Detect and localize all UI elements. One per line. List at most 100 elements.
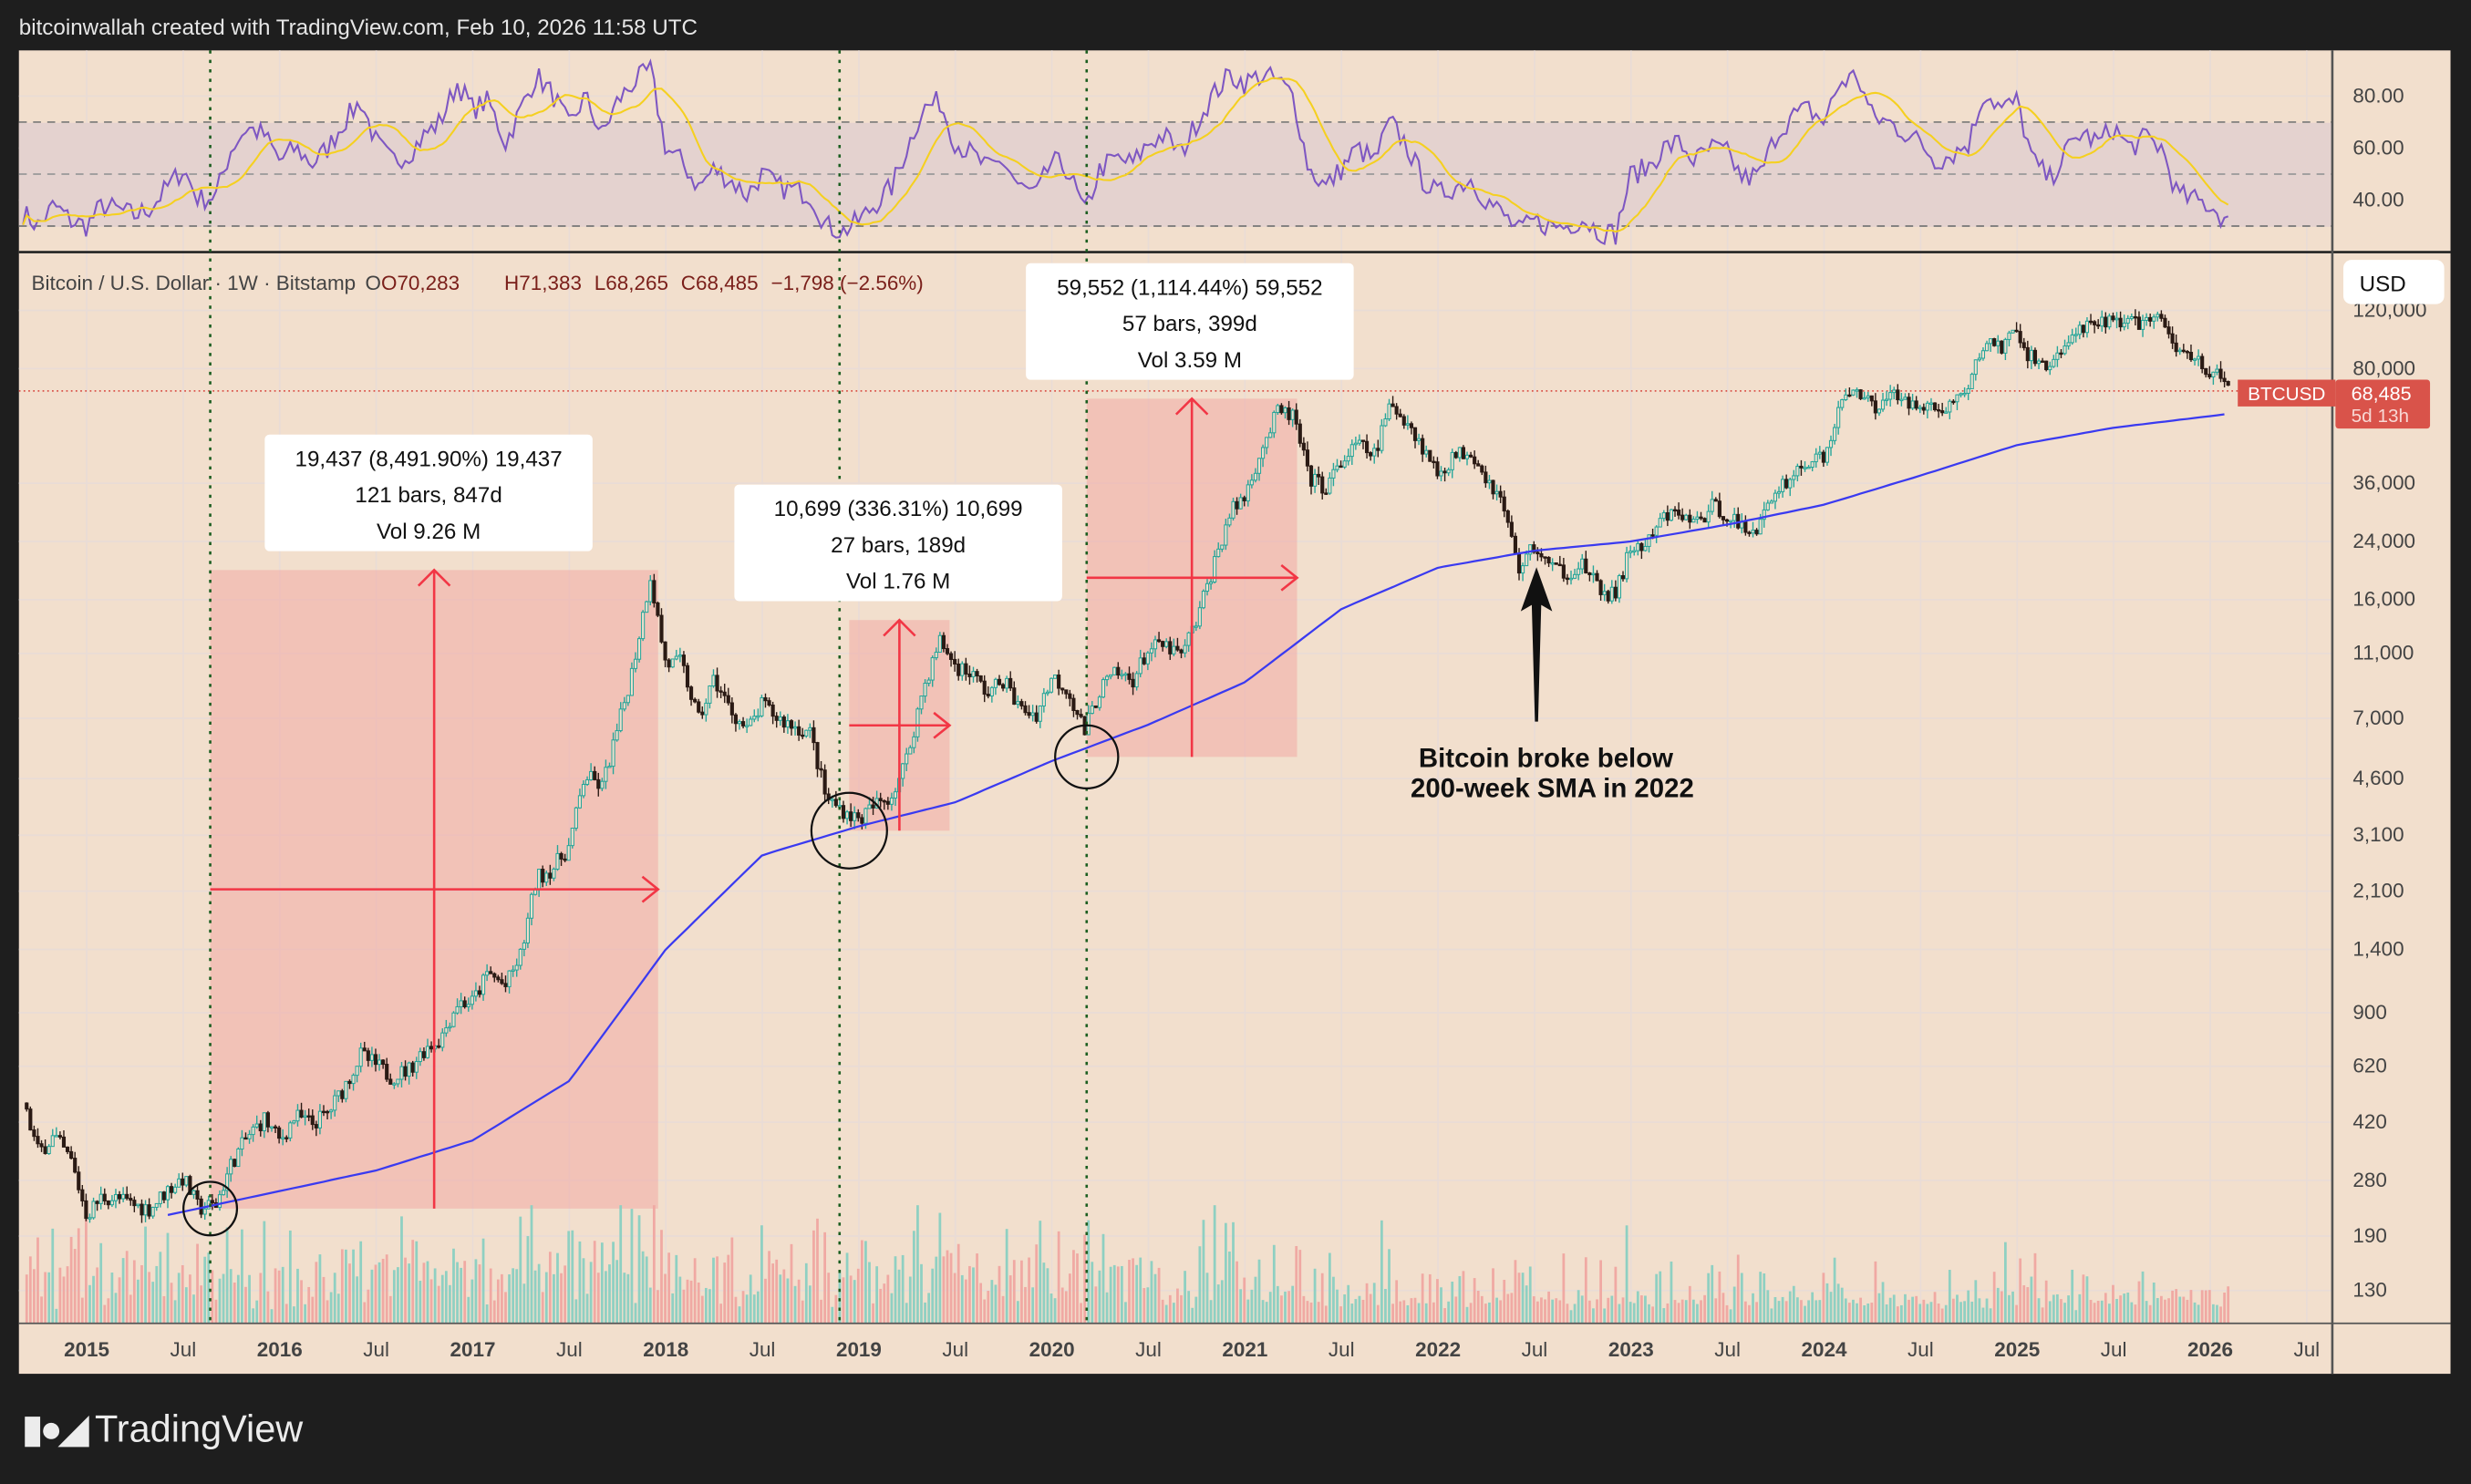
volume-bar <box>1852 1299 1855 1324</box>
candle-body <box>1896 389 1900 401</box>
volume-bar <box>1224 1222 1227 1324</box>
candle-body <box>1142 657 1146 665</box>
volume-bar <box>88 1284 91 1324</box>
candle-body <box>778 716 782 721</box>
candle-body <box>80 1189 85 1201</box>
volume-bar <box>1863 1305 1866 1324</box>
volume-bar <box>946 1250 949 1324</box>
time-label: 2020 <box>1029 1338 1075 1361</box>
volume-bar <box>585 1293 589 1324</box>
candle-body <box>295 1109 300 1122</box>
volume-bar <box>1105 1292 1109 1324</box>
candle-body <box>2093 321 2097 325</box>
candle-body <box>681 654 686 666</box>
candle-body <box>1346 456 1350 462</box>
candle-body <box>221 1190 226 1196</box>
symbol-legend[interactable]: Bitcoin / U.S. Dollar · 1W · Bitstamp OO7… <box>32 272 460 294</box>
volume-bar <box>162 1295 166 1324</box>
volume-bar <box>1847 1303 1851 1324</box>
candles[interactable] <box>25 309 2230 1223</box>
candle-body <box>822 769 827 795</box>
volume-bar <box>2048 1301 2052 1324</box>
volume-bar <box>894 1256 897 1324</box>
candle-body <box>1320 476 1325 494</box>
candle-body <box>956 663 961 676</box>
volume-bar <box>1343 1293 1347 1324</box>
candle-body <box>288 1122 293 1139</box>
candle-body <box>1821 451 1825 463</box>
candle-body <box>1179 649 1184 654</box>
candle-body <box>1464 454 1470 459</box>
candle-body <box>425 1046 430 1058</box>
time-label: Jul <box>1714 1338 1741 1361</box>
candle-body <box>358 1047 363 1067</box>
volume-bar <box>456 1262 459 1324</box>
candle-body <box>1279 405 1284 414</box>
candle-body <box>161 1191 166 1201</box>
candle-body <box>202 1208 207 1215</box>
sma-200w-line <box>167 413 2225 1216</box>
volume-bar <box>385 1254 388 1324</box>
volume-bar <box>1517 1273 1521 1324</box>
volume-bar <box>241 1229 243 1324</box>
candle-body <box>1298 423 1302 444</box>
volume-bar <box>860 1240 863 1324</box>
candle-body <box>451 1012 456 1027</box>
volume-bar <box>274 1268 277 1324</box>
candle-body <box>937 634 942 653</box>
currency-button[interactable]: USD <box>2343 260 2445 304</box>
volume-bar <box>1659 1271 1662 1324</box>
volume-bar <box>1005 1229 1008 1324</box>
creator-credit: bitcoinwallah created with TradingView.c… <box>18 14 698 40</box>
volume-bar <box>1596 1299 1598 1324</box>
volume-bar <box>2022 1285 2026 1324</box>
volume-bar <box>1161 1299 1164 1324</box>
candle-body <box>1324 492 1329 495</box>
last-price-tag: BTCUSD 68,485 5d 13h <box>2238 379 2431 429</box>
time-label: Jul <box>750 1338 776 1361</box>
volume-bar <box>956 1243 960 1324</box>
rsi-axis[interactable]: 80.00 60.00 40.00 <box>2352 84 2404 211</box>
time-axis[interactable]: 2015 Jul 2016 Jul 2017 Jul 2018 Jul 2019 Jul 2020 J… <box>64 1338 2320 1361</box>
volume-bar <box>1985 1298 1989 1324</box>
last-price-value: 68,485 <box>2352 382 2412 405</box>
volume-bar <box>979 1283 983 1324</box>
candle-body <box>1606 591 1610 602</box>
candle-body <box>604 767 608 782</box>
measure-label-box <box>264 434 593 551</box>
candle-body <box>473 990 478 997</box>
ticker-label: BTCUSD <box>2248 384 2325 405</box>
volume-bar <box>2145 1301 2148 1324</box>
volume-bar <box>1763 1273 1766 1324</box>
candle-body <box>1758 519 1763 535</box>
volume-bar <box>1688 1285 1691 1324</box>
volume-bar <box>1369 1293 1372 1324</box>
measure-label-box <box>734 484 1062 602</box>
volume-bar <box>356 1276 359 1324</box>
volume-bar <box>293 1306 295 1324</box>
volume-bar <box>1551 1299 1555 1324</box>
legend-symbol: Bitcoin / U.S. Dollar · 1W · Bitstamp <box>32 272 357 294</box>
candle-body <box>926 679 931 685</box>
candle-body <box>525 917 530 943</box>
volume-bar <box>1172 1303 1175 1324</box>
volume-bar <box>460 1267 463 1324</box>
bottom-circle <box>1054 724 1120 790</box>
candle-body <box>1213 556 1217 582</box>
volume-bar <box>1639 1295 1643 1324</box>
tradingview-logo[interactable]: ▮●◢ TradingView <box>22 1407 303 1452</box>
candle-body <box>466 1004 470 1008</box>
candle-body <box>1609 586 1614 602</box>
candle-body <box>514 964 519 971</box>
volume-bar <box>266 1291 270 1324</box>
candle-body <box>1342 460 1347 468</box>
volume-bar <box>426 1261 429 1324</box>
volume-bar <box>452 1248 455 1324</box>
candle-body <box>1041 693 1046 707</box>
volume-bar <box>315 1262 318 1324</box>
candle-body <box>1743 520 1748 533</box>
candle-body <box>648 580 653 603</box>
price-axis[interactable]: 120,00080,00036,00024,00016,00011,0007,0… <box>2352 298 2426 1301</box>
rsi-pane[interactable] <box>22 58 2229 246</box>
